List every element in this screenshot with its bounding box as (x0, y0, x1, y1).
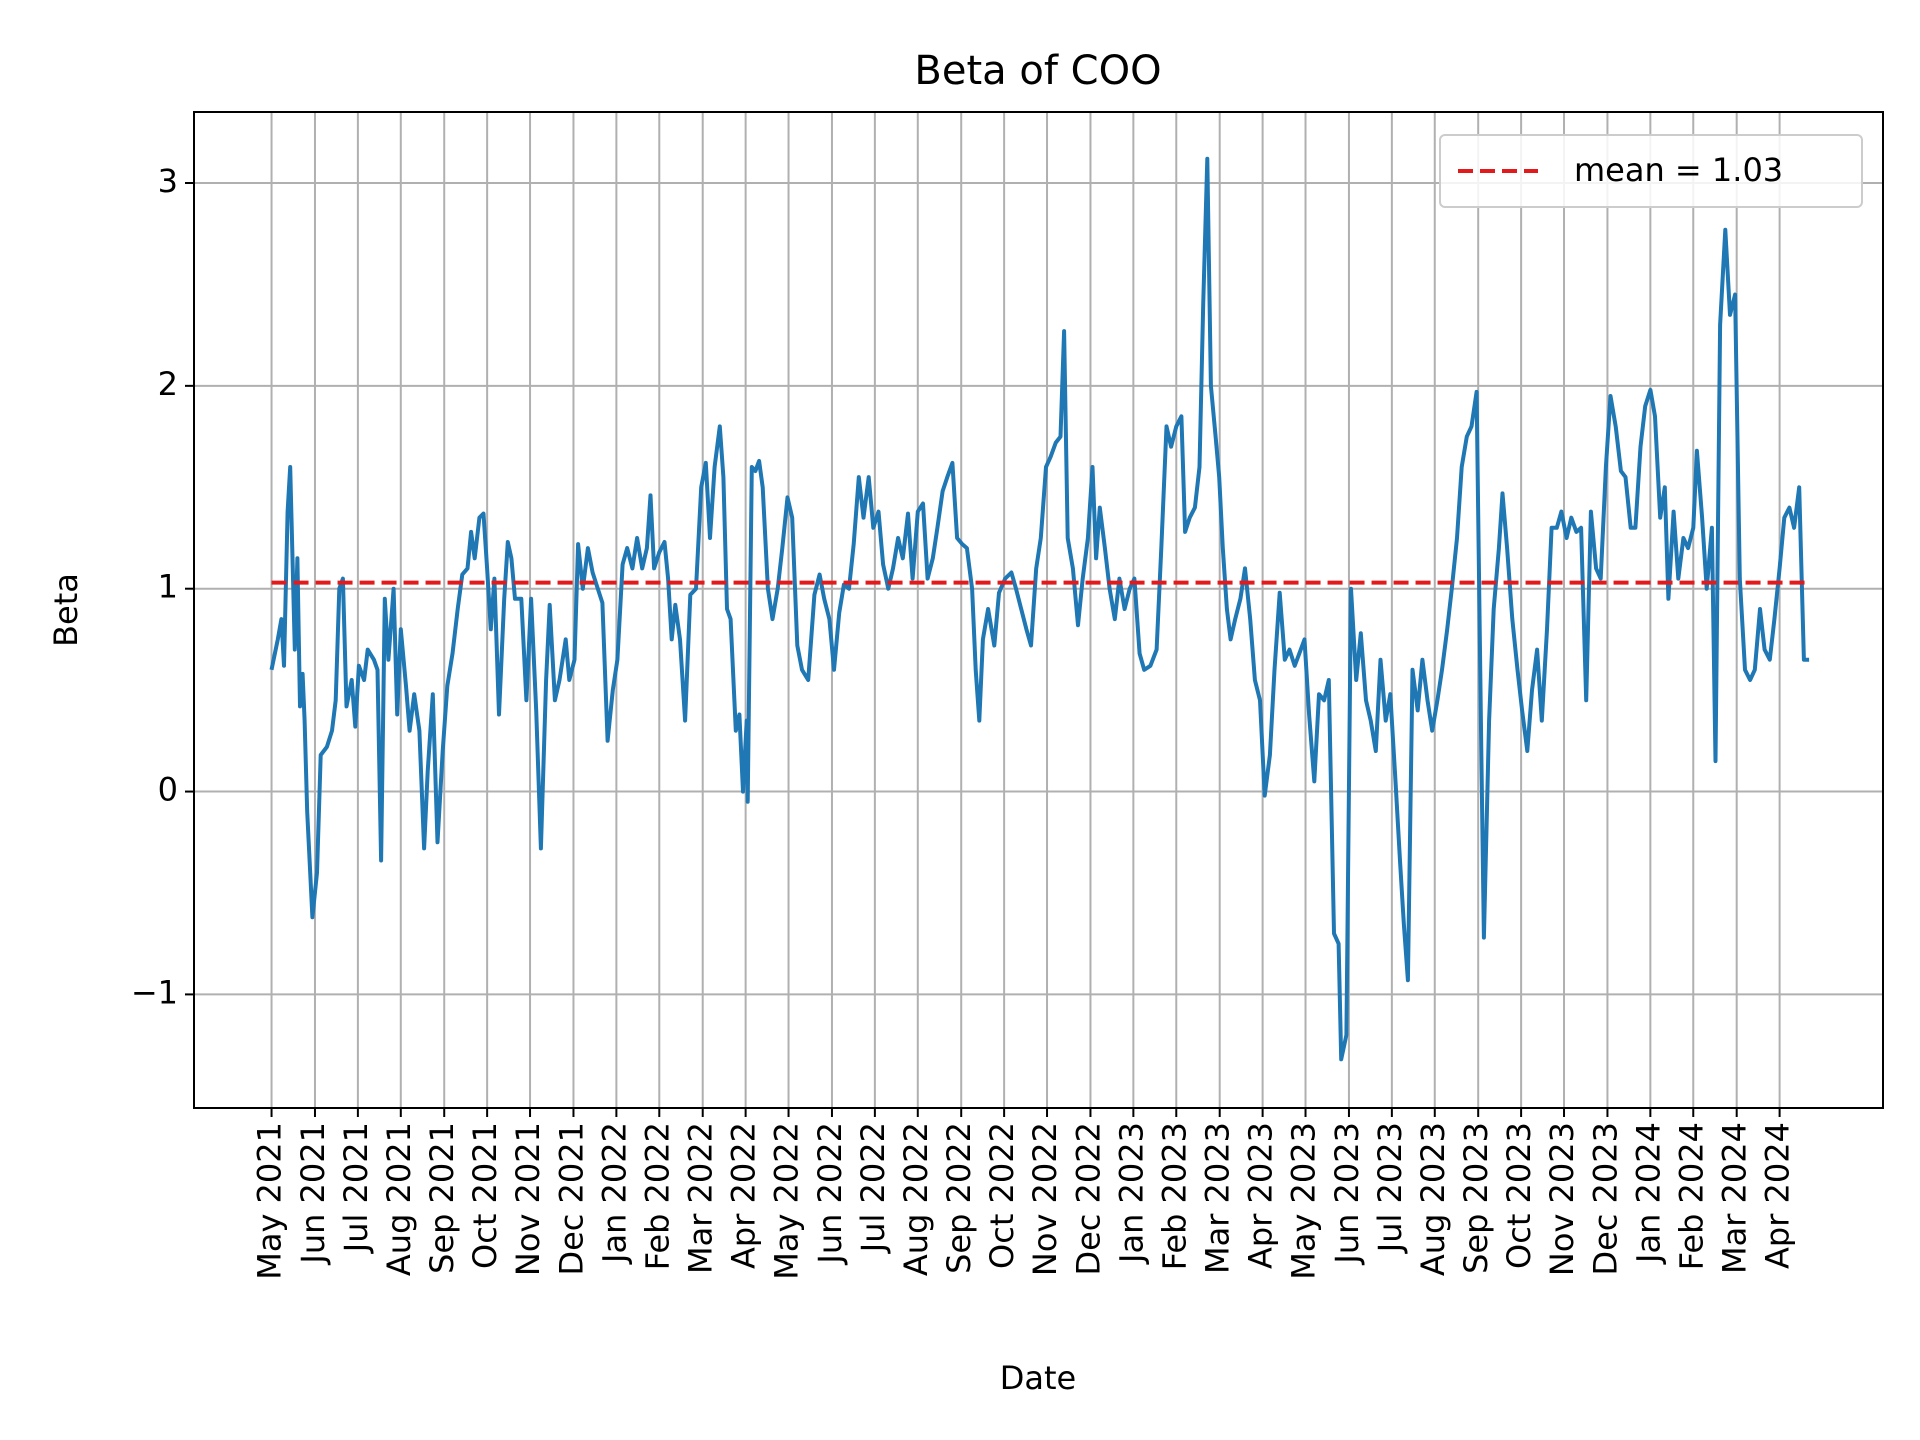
y-tick-label: 3 (158, 162, 178, 200)
x-tick-label: Nov 2021 (509, 1122, 547, 1276)
x-tick-label: Aug 2021 (380, 1122, 418, 1276)
x-tick-label: Mar 2023 (1199, 1122, 1237, 1274)
x-tick-label: Nov 2022 (1026, 1122, 1064, 1276)
x-tick-label: May 2021 (251, 1122, 289, 1280)
x-tick-label: Dec 2023 (1586, 1122, 1624, 1276)
y-tick-label: 2 (158, 365, 178, 403)
x-tick-label: Jul 2021 (337, 1122, 375, 1254)
x-tick-label: Jun 2022 (811, 1122, 849, 1266)
x-axis-label: Date (1000, 1359, 1076, 1397)
y-tick-label: −1 (131, 973, 178, 1011)
x-tick-label: Feb 2023 (1155, 1122, 1193, 1270)
x-tick-label: Sep 2021 (423, 1122, 461, 1274)
data-line (269, 156, 1810, 1062)
x-tick-label: Nov 2023 (1543, 1122, 1581, 1276)
x-tick-label: Jun 2023 (1328, 1122, 1366, 1266)
legend-label: mean = 1.03 (1574, 151, 1783, 189)
x-tick-label: Jun 2021 (294, 1122, 332, 1266)
x-tick-label: Dec 2021 (552, 1122, 590, 1276)
y-axis-label: Beta (47, 573, 85, 647)
x-tick-label: Mar 2022 (682, 1122, 720, 1274)
x-tick-label: Feb 2024 (1672, 1122, 1710, 1270)
x-tick-label: Jan 2024 (1629, 1122, 1667, 1265)
x-tick-label: Sep 2023 (1457, 1122, 1495, 1274)
x-tick-label: Apr 2022 (725, 1122, 763, 1269)
x-tick-label: Oct 2021 (466, 1122, 504, 1269)
x-tick-label: Jul 2023 (1371, 1122, 1409, 1254)
axes-frame (193, 111, 1884, 1109)
y-tick-label: 1 (158, 568, 178, 606)
x-tick-label: Aug 2023 (1414, 1122, 1452, 1276)
x-tick-label: Apr 2023 (1242, 1122, 1280, 1269)
x-tick-label: Feb 2022 (638, 1122, 676, 1270)
x-tick-label: Aug 2022 (897, 1122, 935, 1276)
x-tick-label: Jan 2023 (1112, 1122, 1150, 1265)
chart-title: Beta of COO (914, 48, 1161, 94)
x-tick-label: Oct 2023 (1500, 1122, 1538, 1269)
x-tick-label: Jul 2022 (854, 1122, 892, 1254)
y-tick-label: 0 (158, 771, 178, 809)
x-tick-label: Oct 2022 (983, 1122, 1021, 1269)
x-tick-label: Mar 2024 (1716, 1122, 1754, 1274)
x-tick-label: Apr 2024 (1759, 1122, 1797, 1269)
legend-box (1439, 134, 1863, 208)
x-tick-label: Dec 2022 (1069, 1122, 1107, 1276)
x-tick-label: May 2022 (768, 1122, 806, 1280)
x-tick-label: Jan 2022 (595, 1122, 633, 1265)
x-tick-label: May 2023 (1285, 1122, 1323, 1280)
x-tick-label: Sep 2022 (940, 1122, 978, 1274)
